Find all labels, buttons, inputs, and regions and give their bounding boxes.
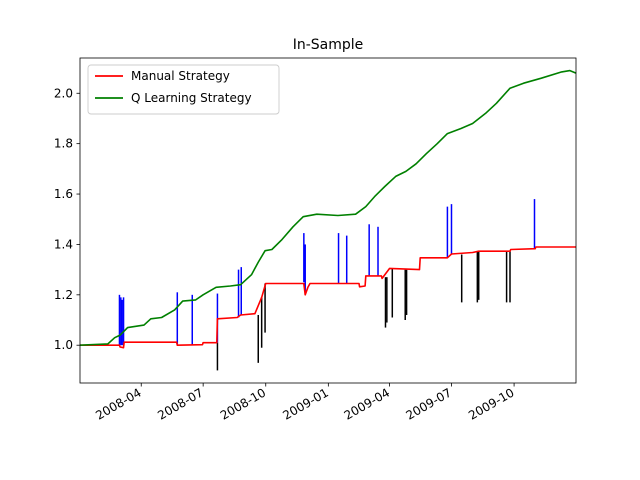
x-tick-label: 2008-10	[218, 385, 268, 422]
x-tick-label: 2008-04	[93, 385, 143, 422]
y-tick-label: 2.0	[54, 86, 73, 100]
y-tick-label: 1.0	[54, 338, 73, 352]
y-tick-label: 1.4	[54, 237, 73, 251]
x-tick-label: 2009-10	[466, 385, 516, 422]
x-tick-label: 2009-07	[404, 385, 454, 422]
plot-area	[79, 69, 577, 371]
legend-box	[87, 64, 280, 115]
y-tick-label: 1.6	[54, 187, 73, 201]
y-tick-label: 1.2	[54, 288, 73, 302]
y-tick-label: 1.8	[54, 137, 73, 151]
manual-strategy-line	[80, 246, 576, 349]
chart-title: In-Sample	[293, 37, 364, 53]
x-tick-label: 2009-04	[342, 385, 392, 422]
legend: Manual Strategy Q Learning Strategy	[87, 64, 280, 115]
q-learning-strategy-line	[79, 69, 577, 346]
legend-label-q-learning: Q Learning Strategy	[131, 91, 252, 105]
legend-label-manual: Manual Strategy	[131, 69, 230, 83]
x-tick-label: 2008-07	[155, 385, 205, 422]
x-tick-label: 2009-01	[280, 385, 330, 422]
